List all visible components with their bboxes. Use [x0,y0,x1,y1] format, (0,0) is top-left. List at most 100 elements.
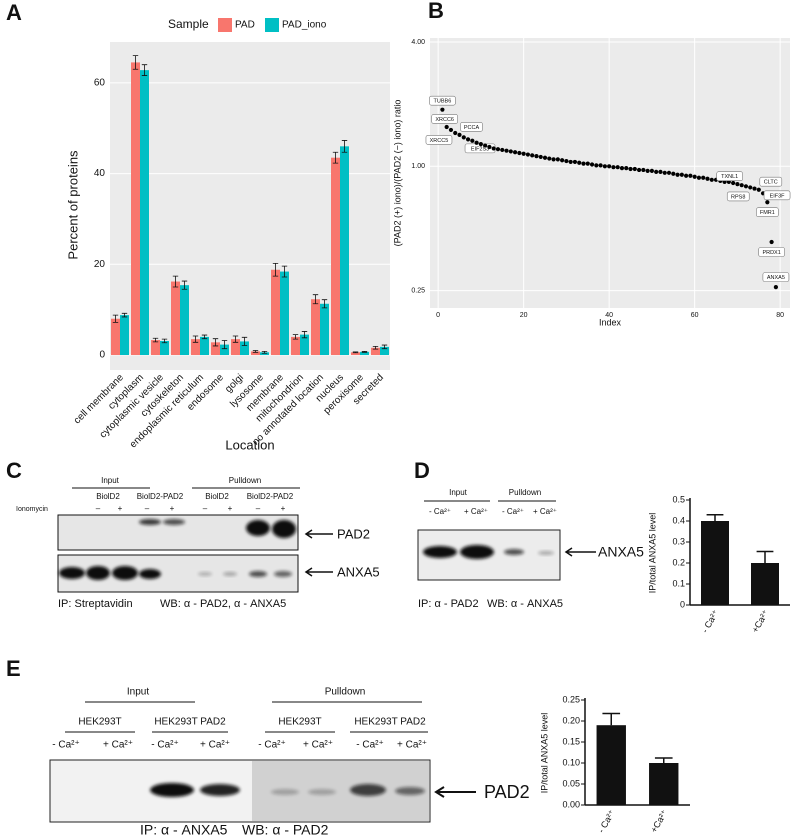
point [679,172,684,177]
x-tick-label: - Ca²⁺ [700,608,721,635]
bar [360,351,369,356]
bar [260,352,269,356]
y-tick-label: 0.25 [562,694,580,704]
bar [171,281,180,356]
bar [649,763,679,805]
bar [140,70,149,356]
point [773,285,778,290]
point [457,132,462,137]
bar [191,339,200,356]
error-bar [602,712,621,726]
y-axis-label: IP/total ANXA5 level [647,513,657,594]
y-tick-label: 40 [94,168,106,179]
y-tick-label: 0.05 [562,778,580,788]
bar [751,563,779,605]
condition-label: + Ca²⁺ [533,507,557,516]
error-bar [212,338,219,347]
point [769,239,774,245]
point [752,186,757,191]
point-label: XRCC6 [435,117,454,123]
error-bar [241,336,248,346]
bar [311,299,320,356]
point [731,180,736,186]
treatment-sign: – [203,504,208,513]
error-bar [654,757,673,763]
error-bar [192,335,199,343]
point-label-box [726,191,750,202]
band [150,783,194,797]
point [598,163,603,168]
error-bar [381,344,388,350]
y-tick-label: 0 [99,350,105,361]
error-bar [361,351,368,353]
treatment-sign: + [228,504,233,513]
bar [271,269,280,356]
band [139,519,161,525]
error-bar [341,140,348,153]
point [671,171,676,176]
blot-header: Pulldown [229,476,261,485]
band [504,549,524,555]
y-tick-label: 0.4 [672,515,685,525]
bar [131,62,140,356]
point [521,151,526,156]
condition-label: + Ca²⁺ [103,740,133,751]
x-tick-label: - Ca²⁺ [596,808,617,835]
y-tick-label: 0.1 [672,578,685,588]
point [470,138,475,143]
legend-label: PAD_iono [282,20,327,31]
point [641,167,646,173]
error-bar [252,350,259,353]
bar [120,315,129,356]
error-bar [132,55,139,70]
error-bar [272,262,279,277]
y-tick-label: 4.00 [411,39,425,46]
bar [320,303,329,356]
band [350,784,386,796]
x-tick-label: 80 [776,312,784,319]
lane-label: HEK293T [278,717,321,728]
point [662,170,667,175]
point [440,107,445,112]
point [649,168,655,173]
band [139,569,161,579]
point [577,160,582,165]
y-tick-label: 0.00 [562,799,580,809]
panel-letter: C [6,458,22,483]
x-tick-label: +Ca²⁺ [750,608,771,634]
error-bar [112,314,119,323]
bar [280,271,289,356]
point-label-box [762,272,790,282]
band [395,787,425,795]
point-label: TUBB6 [434,99,452,105]
blot-header: Pulldown [509,488,541,497]
x-tick-label: 40 [605,312,613,319]
band [249,571,267,577]
point-label: CLTC [764,180,778,186]
point [453,130,458,136]
bar [231,339,240,356]
target-label: ANXA5 [337,564,380,579]
point [684,173,689,178]
arrow [304,567,333,577]
point [602,164,607,169]
y-tick-label: 20 [94,259,106,270]
ip-label: IP: α - ANXA5 [140,822,228,838]
condition-label: - Ca²⁺ [151,740,179,751]
band [274,571,292,577]
error-bar [232,335,239,343]
condition-label: - Ca²⁺ [356,740,384,751]
point [444,124,449,130]
band [198,572,212,576]
lane-label: BiolD2-PAD2 [247,492,294,501]
legend-key [218,18,232,32]
lane-label: HEK293T [78,717,121,728]
point [547,156,552,161]
bar [111,318,120,356]
point-label-box [756,207,779,218]
band [59,567,85,579]
band [163,519,185,525]
bar [160,340,169,356]
treatment-sign: + [281,504,286,513]
